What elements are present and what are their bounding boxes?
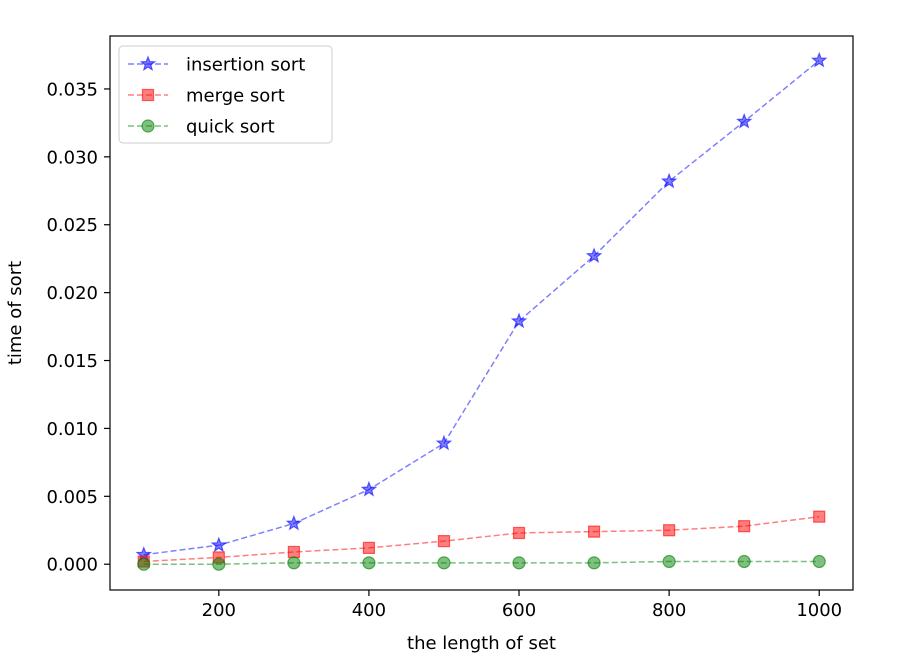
series-line — [143, 59, 820, 556]
data-point — [813, 510, 826, 523]
x-tick-label: 600 — [502, 600, 536, 621]
data-point — [137, 557, 151, 571]
data-point — [510, 312, 528, 329]
x-tick-label: 800 — [652, 600, 686, 621]
data-point — [435, 434, 453, 451]
y-tick-label: 0.030 — [46, 147, 98, 168]
data-point — [287, 545, 300, 559]
y-tick-label: 0.035 — [46, 79, 98, 100]
legend-marker — [139, 55, 157, 72]
data-point — [810, 51, 828, 68]
data-point — [587, 556, 601, 570]
data-point — [212, 557, 226, 571]
legend-label: merge sort — [186, 86, 285, 107]
data-point — [362, 541, 376, 555]
series-line — [143, 560, 820, 565]
y-axis: 0.000 0.005 0.010 0.015 0.020 0.025 0.030 0.035 — [46, 79, 110, 576]
x-tick-label: 1000 — [796, 600, 842, 621]
legend-label: quick sort — [186, 117, 275, 138]
x-tick-label: 200 — [202, 600, 236, 621]
data-point — [812, 554, 826, 569]
x-tick-label: 400 — [352, 600, 386, 621]
data-point — [660, 172, 678, 189]
y-tick-label: 0.025 — [46, 215, 98, 236]
data-point — [585, 247, 603, 264]
series-layer — [135, 51, 828, 571]
series-line — [143, 515, 820, 563]
data-point — [210, 536, 228, 553]
data-point — [512, 556, 526, 570]
data-point — [663, 524, 676, 537]
y-tick-label: 0.000 — [46, 555, 98, 576]
plot-frame — [109, 35, 854, 591]
y-tick-label: 0.020 — [46, 283, 98, 304]
data-point — [287, 556, 301, 570]
legend: insertion sort merge sort quick sort — [118, 45, 333, 144]
data-point — [587, 525, 601, 538]
data-point — [738, 520, 751, 533]
y-tick-label: 0.005 — [46, 487, 98, 508]
data-point — [437, 535, 451, 548]
y-tick-label: 0.010 — [46, 419, 98, 440]
y-tick-label: 0.015 — [46, 351, 98, 372]
series-insertion-sort — [135, 51, 828, 562]
legend-box — [118, 45, 333, 144]
y-axis-label: time of sort — [5, 261, 26, 365]
data-point — [362, 556, 376, 570]
legend-label: insertion sort — [186, 55, 305, 76]
legend-marker — [141, 119, 155, 133]
data-point — [360, 480, 378, 497]
data-point — [737, 554, 751, 569]
data-point — [285, 514, 303, 531]
series-quick-sort — [137, 554, 826, 571]
data-point — [437, 556, 451, 570]
data-point — [662, 554, 676, 569]
data-point — [735, 112, 753, 129]
data-point — [512, 526, 526, 540]
x-axis: 200 400 600 800 1000 — [202, 590, 842, 621]
x-axis-label: the length of set — [407, 633, 556, 654]
legend-marker — [141, 88, 155, 102]
